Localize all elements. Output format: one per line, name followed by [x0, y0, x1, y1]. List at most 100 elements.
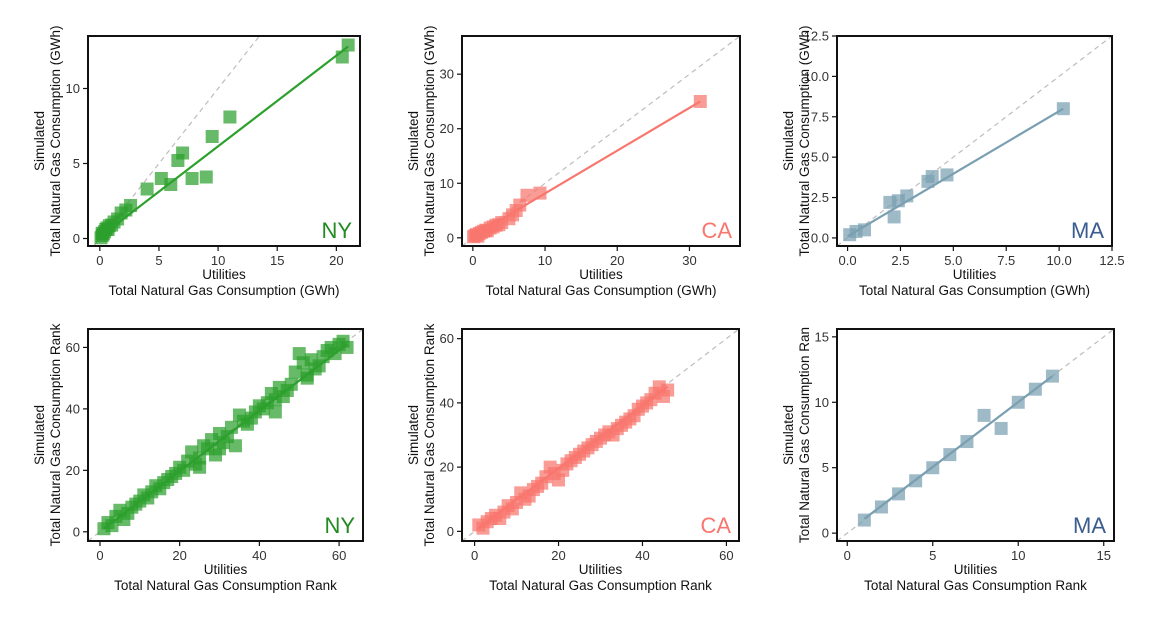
x-tick-label: 0.0 — [839, 253, 857, 268]
x-axis-label-sub: Total Natural Gas Consumption Rank — [864, 578, 1087, 593]
fit-line — [863, 375, 1054, 520]
fit-line — [103, 343, 348, 530]
x-axis-label-sub: Total Natural Gas Consumption (GWh) — [859, 283, 1090, 298]
data-point — [520, 188, 534, 202]
fit-line — [99, 45, 349, 238]
y-axis-label-sub: Total Natural Gas Consumption Rank — [48, 323, 63, 546]
y-tick-label: 10 — [815, 395, 829, 410]
y-tick-label: 2.5 — [811, 190, 829, 205]
y-axis-label-sub: Total Natural Gas Consumption Rank — [422, 323, 437, 546]
y-tick-label: 5 — [822, 460, 829, 475]
state-label: MA — [1073, 513, 1106, 538]
data-point — [284, 377, 298, 391]
plot-frame — [461, 35, 741, 247]
y-tick-label: 0 — [447, 524, 454, 539]
y-tick-label: 10 — [440, 176, 454, 191]
data-point — [887, 210, 901, 224]
plot-frame — [836, 35, 1113, 247]
fit-line — [472, 100, 701, 238]
x-tick-label: 0 — [96, 548, 103, 563]
y-axis-label: Simulated — [32, 111, 47, 171]
data-point — [223, 110, 237, 124]
x-tick-label: 20 — [329, 253, 343, 268]
x-tick-label: 20 — [551, 548, 565, 563]
x-tick-label: 7.5 — [997, 253, 1015, 268]
y-axis-label: Simulated — [406, 405, 421, 465]
y-tick-label: 0 — [73, 231, 80, 246]
y-axis-label: Simulated — [32, 405, 47, 465]
y-tick-label: 15 — [815, 329, 829, 344]
data-point — [193, 460, 207, 474]
y-tick-label: 10 — [66, 81, 80, 96]
data-point — [268, 405, 282, 419]
plot-frame — [836, 328, 1115, 542]
y-tick-label: 5 — [73, 156, 80, 171]
data-point — [977, 408, 991, 422]
x-axis-label: Utilities — [953, 267, 997, 282]
y-tick-label: 20 — [440, 460, 454, 475]
x-tick-label: 40 — [635, 548, 649, 563]
plot-frame — [87, 328, 364, 542]
x-tick-label: 15 — [270, 253, 284, 268]
data-point — [661, 383, 675, 397]
y-axis-label: Simulated — [406, 111, 421, 171]
y-axis-label: Simulated — [781, 111, 796, 171]
state-label: CA — [701, 218, 732, 243]
plot-frame — [87, 35, 361, 247]
y-tick-label: 0 — [822, 526, 829, 541]
y-tick-label: 60 — [440, 331, 454, 346]
x-axis-label: Utilities — [204, 562, 248, 577]
y-tick-label: 20 — [440, 121, 454, 136]
x-tick-label: 5 — [929, 548, 936, 563]
fit-line — [847, 107, 1064, 238]
x-tick-label: 0 — [844, 548, 851, 563]
data-point — [176, 146, 190, 160]
data-point — [994, 421, 1008, 435]
y-tick-label: 5.0 — [811, 150, 829, 165]
data-point — [513, 198, 527, 212]
data-point — [199, 170, 213, 184]
y-axis-label-sub: Total Natural Gas Consumption Ran — [797, 327, 812, 543]
x-tick-label: 2.5 — [891, 253, 909, 268]
data-point — [300, 371, 314, 385]
x-axis-label: Utilities — [954, 562, 998, 577]
panel-ma-volume: 0.0 2.5 5.0 7.5 10.0 12.5 0.0 2.5 5.0 7.5 10.0 12.5… — [781, 25, 1125, 298]
y-axis-label: Simulated — [781, 405, 796, 465]
data-point — [925, 170, 939, 184]
x-tick-label: 20 — [172, 548, 186, 563]
y-tick-label: 30 — [440, 67, 454, 82]
y-tick-label: 0.0 — [811, 230, 829, 245]
x-axis-label-sub: Total Natural Gas Consumption (GWh) — [108, 283, 339, 298]
state-label: NY — [324, 513, 355, 538]
x-tick-label: 10.0 — [1046, 253, 1071, 268]
y-axis-label-sub: Total Natural Gas Consumption (GWh) — [48, 25, 63, 256]
y-tick-label: 10.0 — [804, 69, 829, 84]
data-point — [228, 439, 242, 453]
y-tick-label: 0 — [73, 524, 80, 539]
x-tick-label: 20 — [610, 253, 624, 268]
data-point — [533, 186, 547, 200]
x-tick-label: 0 — [471, 548, 478, 563]
y-axis-label-sub: Total Natural Gas Consumption (GWh) — [797, 25, 812, 256]
x-axis-label: Utilities — [202, 267, 246, 282]
y-tick-label: 40 — [66, 401, 80, 416]
x-tick-label: 12.5 — [1099, 253, 1124, 268]
x-axis-label: Utilities — [579, 267, 623, 282]
x-tick-label: 60 — [332, 548, 346, 563]
plot-frame — [461, 328, 740, 542]
x-tick-label: 10 — [1011, 548, 1025, 563]
data-point — [205, 130, 219, 143]
x-axis-label-sub: Total Natural Gas Consumption Rank — [489, 578, 712, 593]
diagonal-line — [837, 36, 1112, 246]
y-tick-label: 12.5 — [804, 29, 829, 44]
x-tick-label: 40 — [252, 548, 266, 563]
data-point — [124, 199, 138, 212]
x-tick-label: 0 — [96, 253, 103, 268]
y-tick-label: 0 — [447, 230, 454, 245]
y-tick-label: 20 — [66, 463, 80, 478]
